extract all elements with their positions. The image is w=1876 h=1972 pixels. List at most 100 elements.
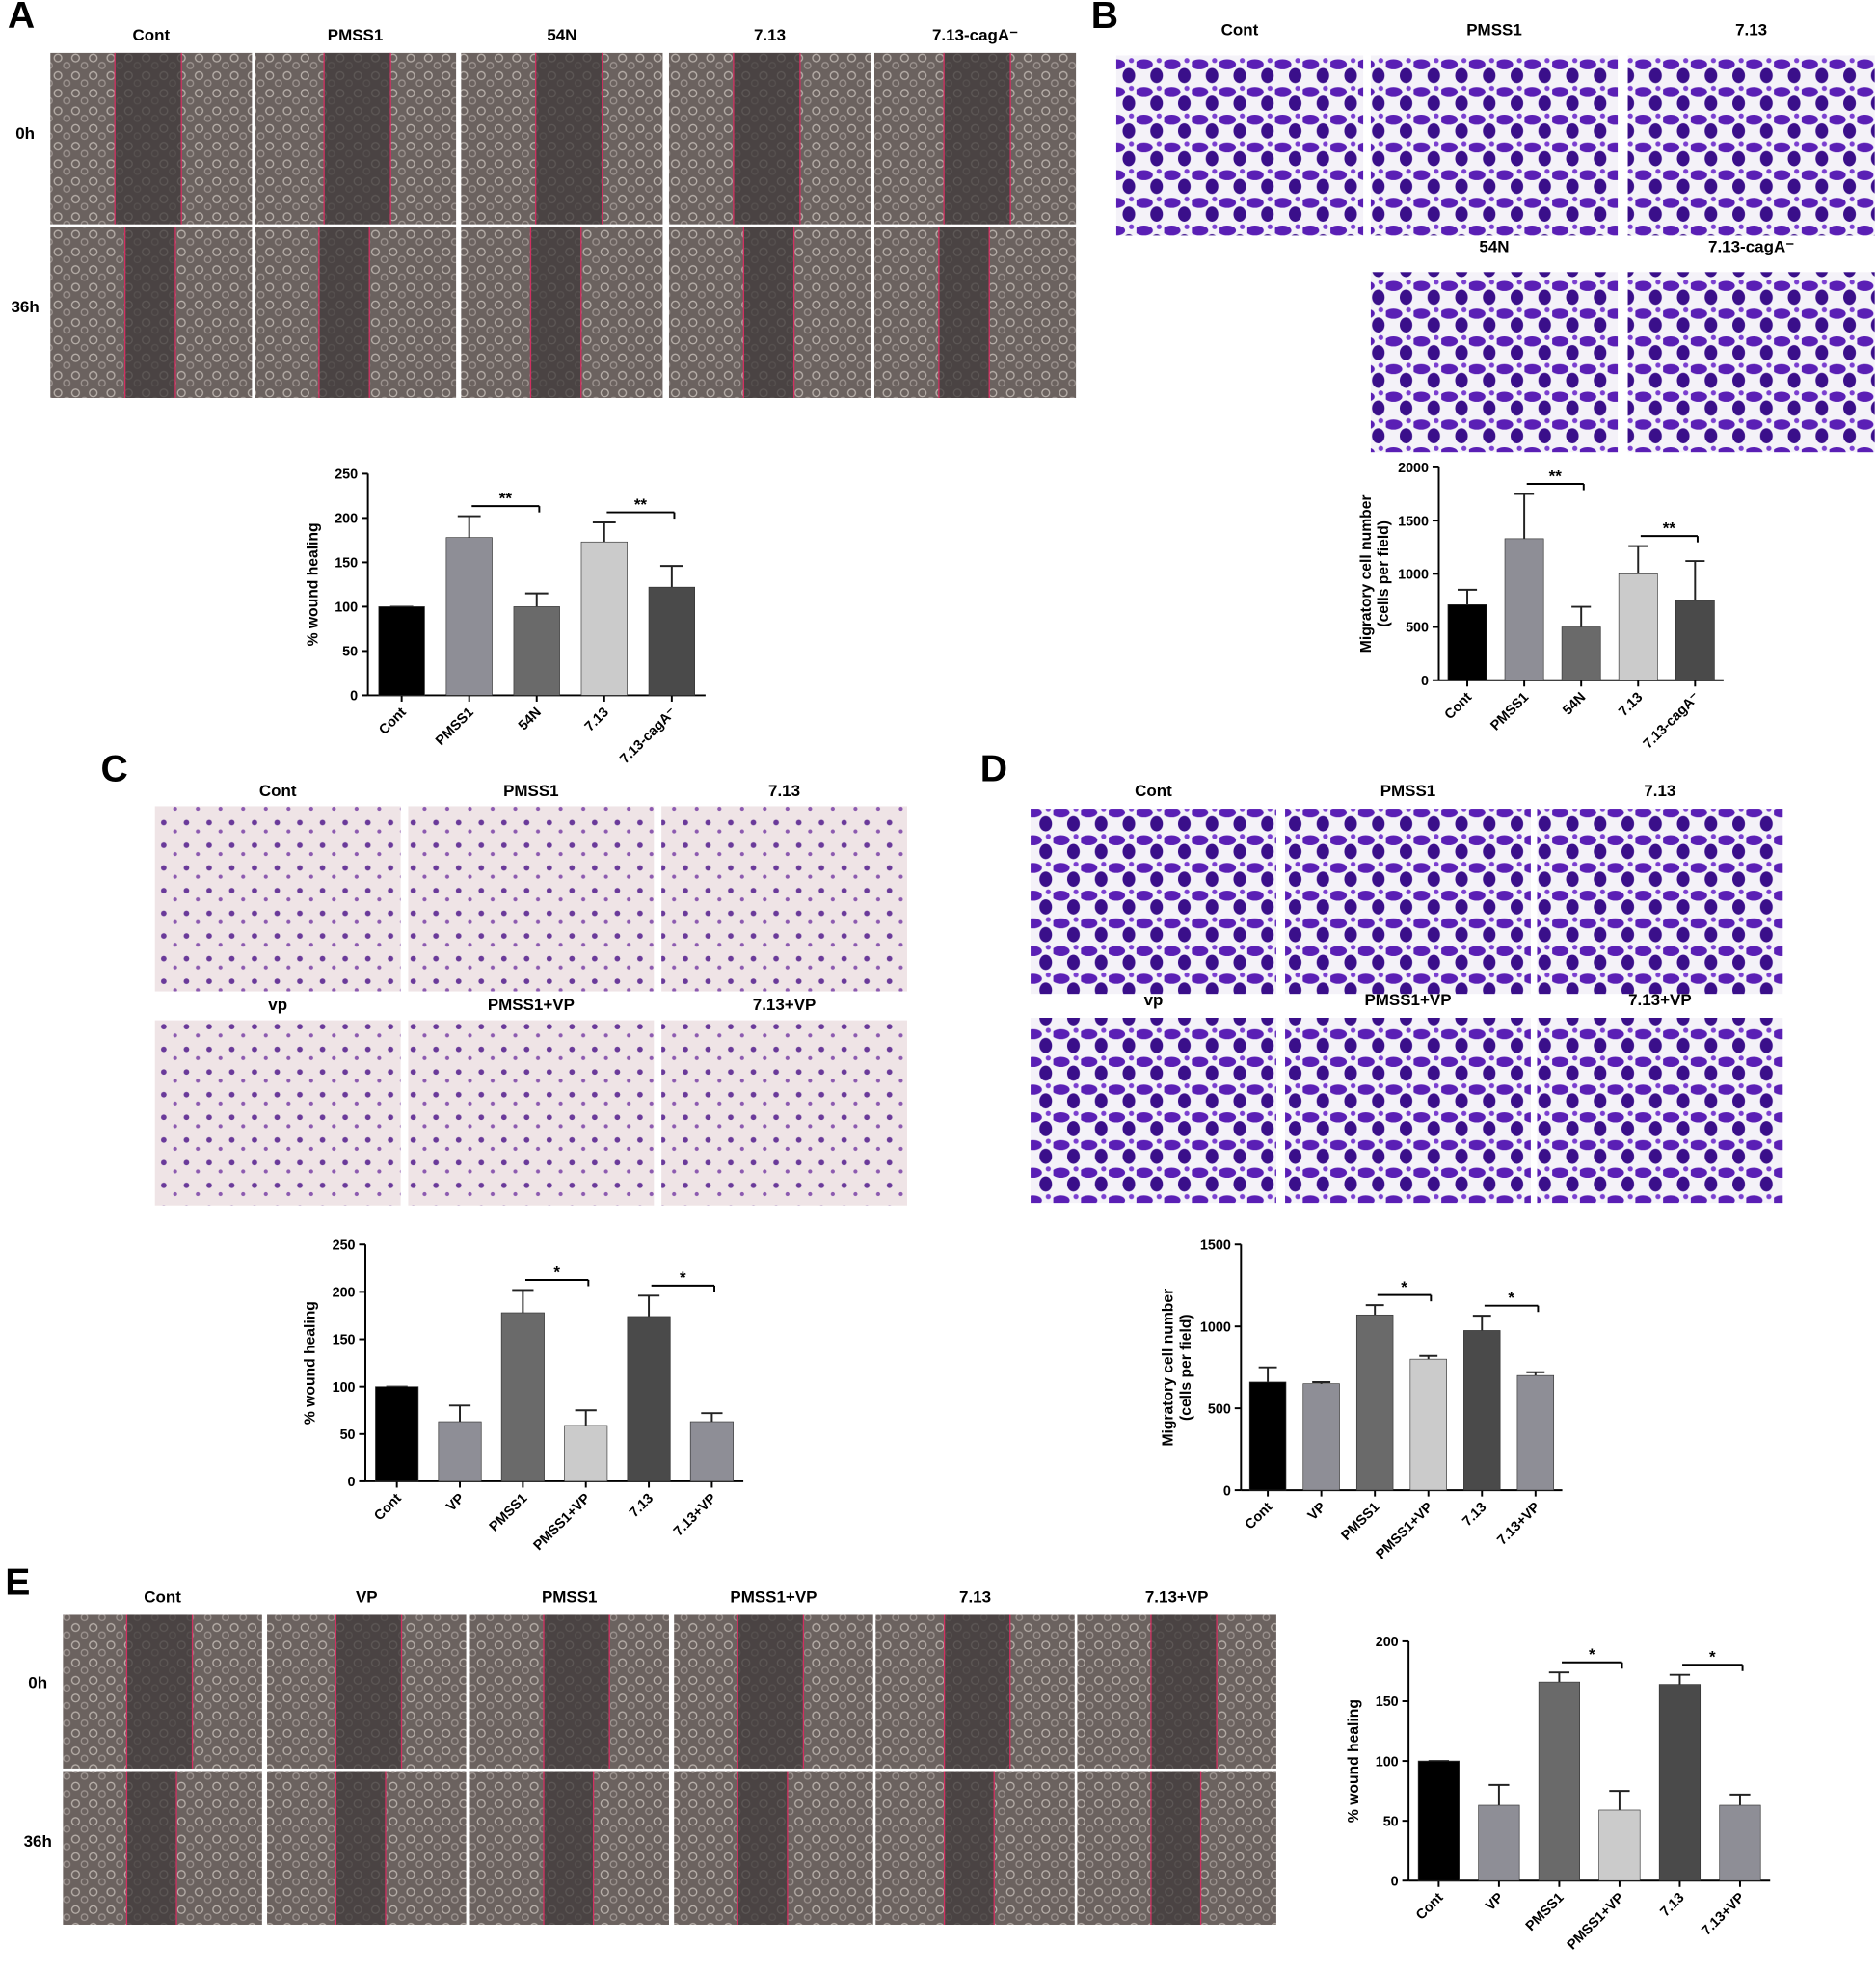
y-tick-label: 50	[342, 645, 358, 660]
x-tick-label: PMSS1	[487, 1491, 531, 1535]
wound-gap	[737, 1614, 804, 1769]
bar	[580, 541, 628, 696]
panel-letter: C	[101, 748, 128, 789]
wound-gap	[335, 1614, 402, 1769]
wound-gap	[938, 227, 990, 398]
panel-letter: A	[8, 0, 35, 37]
micrograph	[1627, 272, 1875, 453]
wound-gap	[530, 227, 581, 398]
x-tick-label: 7.13+VP	[671, 1490, 720, 1539]
panel-column-label: Cont	[1135, 782, 1172, 800]
x-tick-label: PMSS1	[1338, 1500, 1382, 1544]
panel-letter: D	[980, 748, 1007, 789]
y-axis-label: (cells per field)	[1376, 520, 1392, 627]
bar	[627, 1316, 671, 1482]
panel-row-label: 36h	[12, 298, 40, 316]
x-tick-label: VP	[443, 1490, 468, 1514]
panel-column-label: 7.13	[1644, 782, 1675, 800]
y-tick-label: 150	[333, 1333, 356, 1348]
micrograph	[1627, 55, 1875, 236]
y-tick-label: 1500	[1200, 1238, 1231, 1253]
micrograph	[154, 1020, 401, 1206]
micrograph	[1031, 1017, 1276, 1204]
x-tick-label: 54N	[516, 705, 545, 733]
y-axis-label: Migratory cell number	[1358, 494, 1375, 653]
bar	[438, 1421, 482, 1482]
panel-column-label: PMSS1+VP	[730, 1587, 817, 1606]
bar	[513, 606, 560, 696]
panel-column-label: 54N	[547, 26, 576, 44]
micrograph	[661, 1020, 907, 1206]
panel-column-label: 7.13-cagA⁻	[932, 26, 1018, 44]
x-tick-label: 7.13	[1460, 1500, 1489, 1530]
x-tick-label: Cont	[1243, 1500, 1276, 1533]
y-axis-label: % wound healing	[303, 1301, 319, 1425]
panel-letter: E	[5, 1562, 30, 1604]
bar	[375, 1386, 419, 1482]
y-tick-label: 250	[335, 467, 358, 483]
wound-gap	[115, 52, 182, 225]
x-tick-label: VP	[1483, 1890, 1507, 1914]
x-tick-label: Cont	[376, 705, 410, 738]
bar	[1302, 1383, 1340, 1491]
bar	[1516, 1374, 1555, 1491]
x-tick-label: PMSS1	[1523, 1890, 1568, 1934]
panel-row-label: 0h	[15, 124, 35, 143]
significance-label: **	[634, 495, 648, 514]
panel-column-label: Cont	[144, 1587, 181, 1606]
x-tick-label: PMSS1	[433, 705, 477, 749]
significance-label: **	[1663, 520, 1676, 538]
y-tick-label: 100	[1376, 1754, 1399, 1770]
y-tick-label: 0	[348, 1475, 356, 1490]
significance-label: *	[680, 1268, 686, 1287]
x-tick-label: 7.13	[627, 1491, 657, 1521]
micrograph	[1537, 1017, 1783, 1204]
y-axis-label: (cells per field)	[1178, 1314, 1194, 1421]
y-tick-label: 200	[1376, 1635, 1399, 1650]
wound-gap	[126, 1771, 177, 1925]
panel-column-label: PMSS1+VP	[1364, 991, 1451, 1009]
bar	[1675, 600, 1715, 681]
panel-column-label: 7.13	[959, 1587, 991, 1606]
y-axis-label: % wound healing	[305, 522, 321, 646]
y-axis-label: % wound healing	[1346, 1699, 1362, 1823]
y-tick-label: 500	[1208, 1401, 1231, 1417]
wound-gap	[126, 1614, 193, 1769]
wound-gap	[944, 1614, 1010, 1769]
micrograph	[1370, 272, 1619, 453]
panel-column-label: 7.13	[768, 782, 800, 800]
x-tick-label: PMSS1	[1487, 690, 1532, 734]
y-tick-label: 0	[1223, 1483, 1231, 1499]
x-tick-label: Cont	[1442, 689, 1476, 723]
bar	[1447, 604, 1487, 681]
significance-label: *	[553, 1263, 560, 1281]
wound-gap	[335, 1771, 386, 1925]
x-tick-label: Cont	[371, 1491, 405, 1525]
significance-label: *	[1401, 1278, 1407, 1296]
wound-gap	[124, 227, 175, 398]
bar	[1561, 626, 1601, 681]
y-tick-label: 2000	[1398, 461, 1429, 476]
micrograph	[661, 806, 907, 992]
bar	[564, 1425, 608, 1482]
x-tick-label: 7.13+VP	[1494, 1500, 1543, 1549]
micrograph	[1370, 55, 1619, 236]
wound-gap	[733, 52, 800, 225]
micrograph	[408, 1020, 655, 1206]
panel-row-label: 0h	[28, 1673, 47, 1692]
bar	[648, 586, 695, 696]
y-tick-label: 0	[1391, 1874, 1399, 1889]
wound-gap	[737, 1771, 788, 1925]
bar	[1409, 1358, 1447, 1491]
panel-column-label: PMSS1	[1466, 21, 1522, 40]
panel-column-label: 7.13+VP	[1628, 991, 1692, 1009]
panel-column-label: 7.13	[1735, 21, 1767, 40]
x-tick-label: VP	[1305, 1500, 1329, 1524]
panel-column-label: PMSS1+VP	[488, 996, 575, 1014]
bar	[1538, 1681, 1581, 1881]
panel-column-label: PMSS1	[1380, 782, 1436, 800]
y-tick-label: 50	[1383, 1814, 1399, 1829]
wound-gap	[944, 52, 1011, 225]
wound-gap	[318, 227, 370, 398]
y-axis-label: Migratory cell number	[1161, 1289, 1177, 1447]
